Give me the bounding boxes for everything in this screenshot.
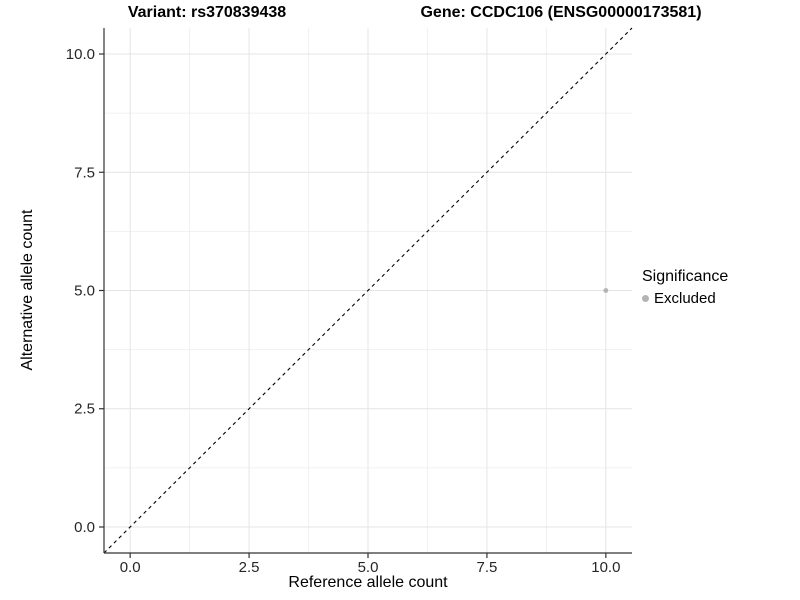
y-tick-label: 0.0 xyxy=(74,519,95,536)
legend-title: Significance xyxy=(642,268,729,285)
gene-title: Gene: CCDC106 (ENSG00000173581) xyxy=(420,4,702,21)
y-tick-label: 10.0 xyxy=(66,46,95,63)
variant-title: Variant: rs370839438 xyxy=(127,4,287,21)
legend: Significance Excluded xyxy=(642,268,728,307)
excluded-point-icon xyxy=(642,295,649,302)
y-axis-title: Alternative allele count xyxy=(19,209,36,371)
data-point xyxy=(603,288,609,293)
legend-item-excluded: Excluded xyxy=(642,290,728,307)
x-tick-label: 7.5 xyxy=(476,559,497,576)
x-tick-label: 5.0 xyxy=(358,559,379,576)
x-axis-title: Reference allele count xyxy=(288,574,448,591)
x-tick-label: 10.0 xyxy=(591,559,620,576)
x-tick-label: 2.5 xyxy=(239,559,260,576)
y-tick-label: 5.0 xyxy=(74,283,95,300)
y-tick-label: 2.5 xyxy=(74,401,95,418)
identity-line xyxy=(103,27,633,554)
legend-item-label: Excluded xyxy=(654,290,716,307)
y-tick-label: 7.5 xyxy=(74,164,95,181)
x-tick-label: 0.0 xyxy=(120,559,141,576)
